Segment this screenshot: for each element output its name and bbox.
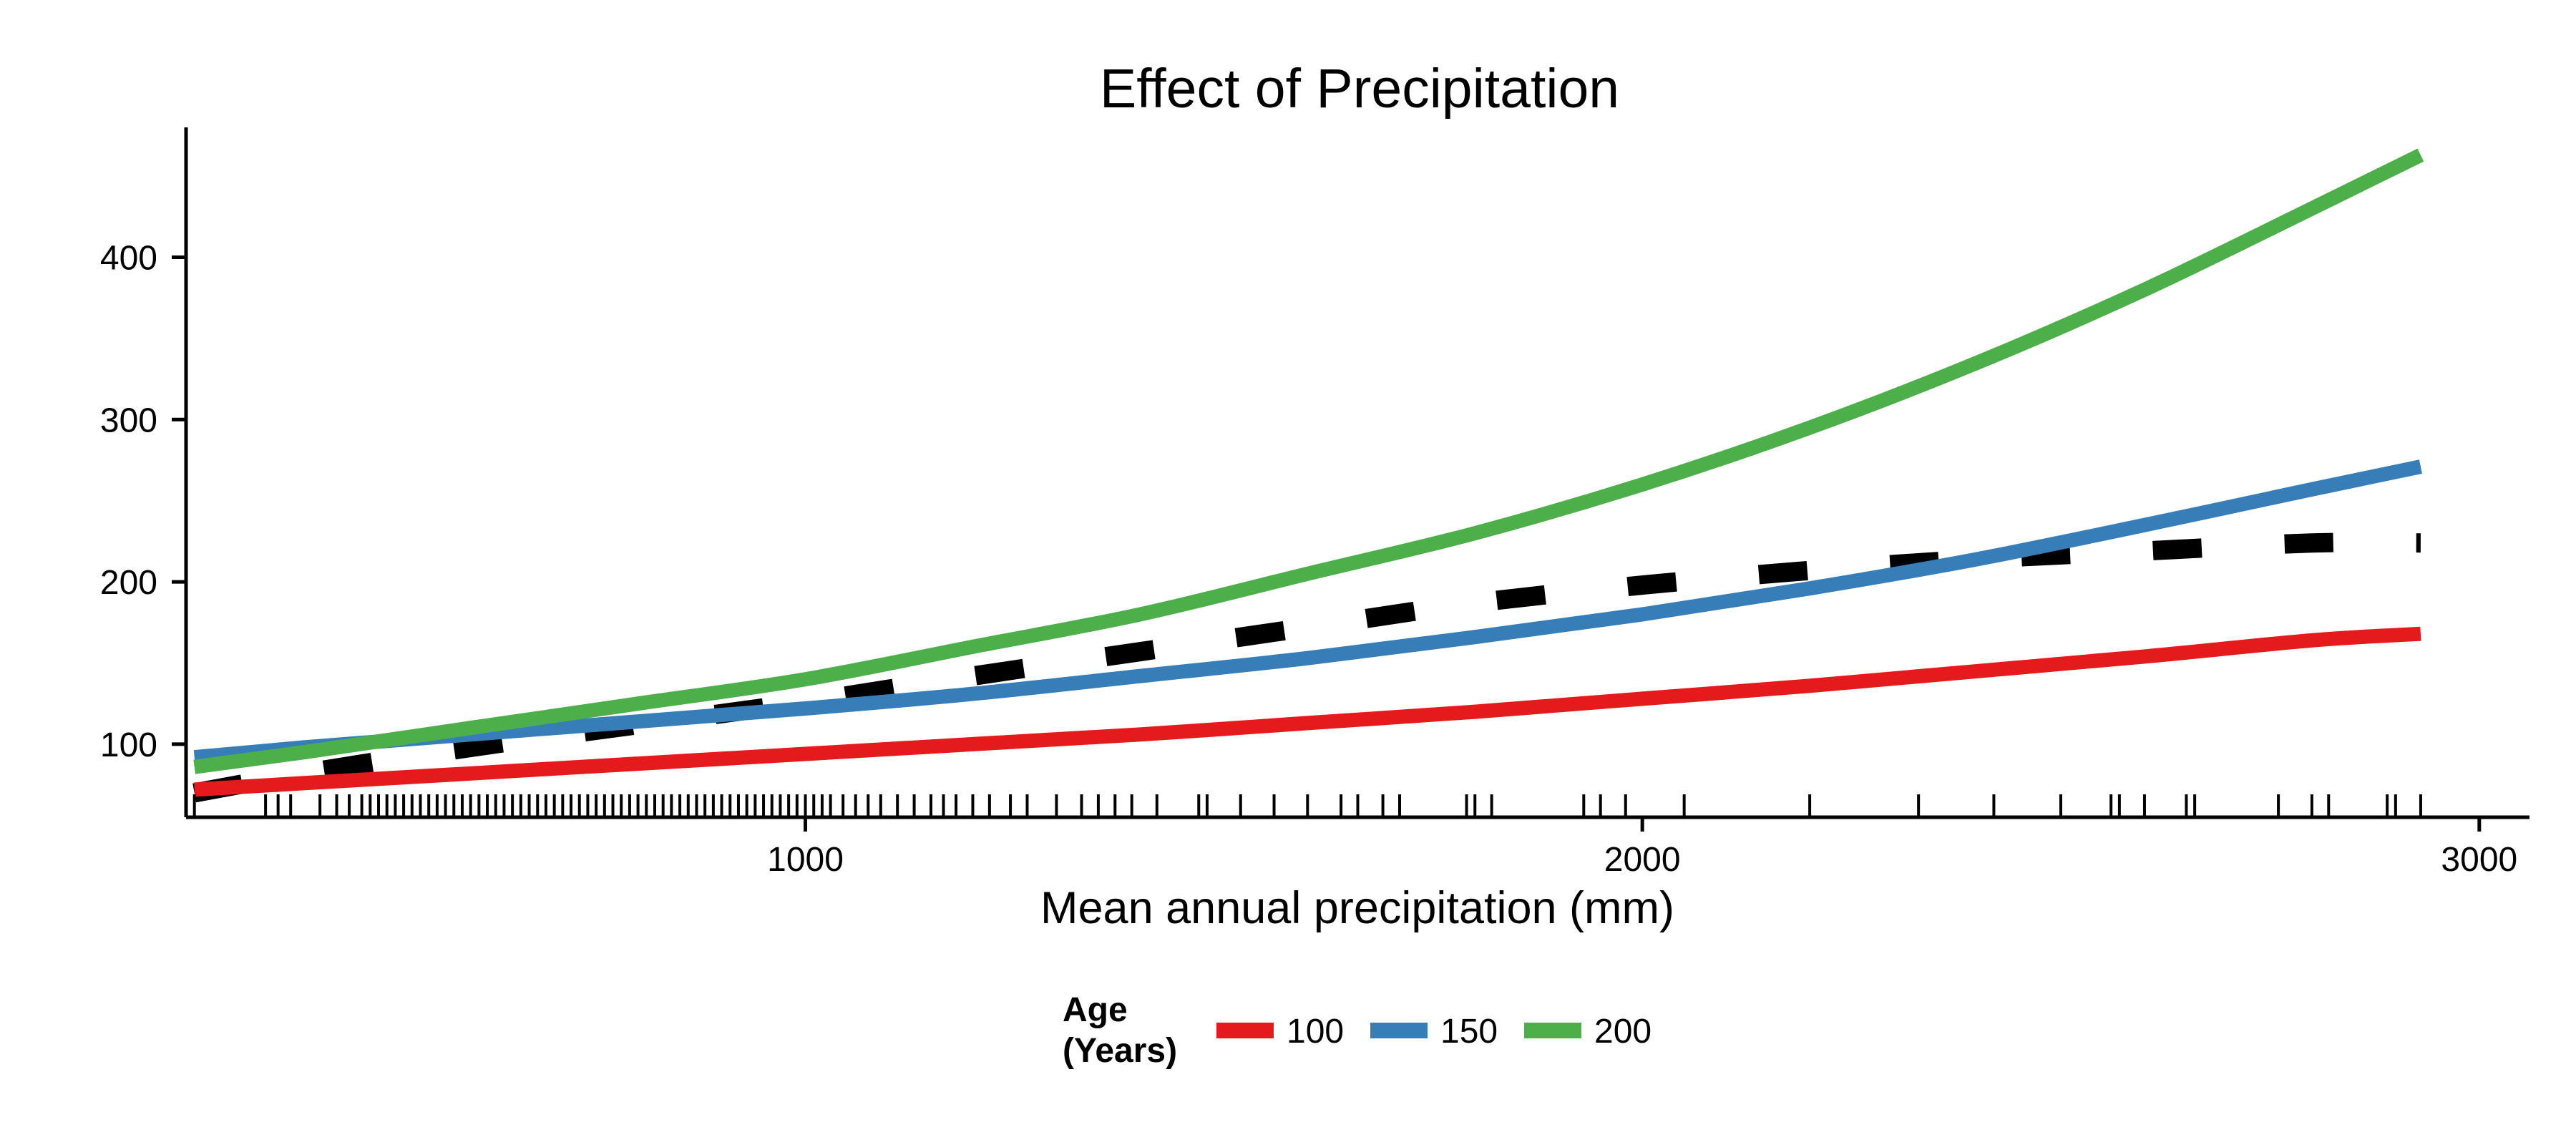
y-tick-label: 100: [100, 726, 157, 764]
y-tick-label: 400: [100, 239, 157, 277]
x-axis-title: Mean annual precipitation (mm): [1040, 883, 1674, 933]
x-axis-ticks: 1000 2000 3000: [767, 817, 2517, 879]
rug-marks: [192, 794, 2422, 816]
chart-title: Effect of Precipitation: [1100, 58, 1619, 120]
x-tick-label: 3000: [2441, 841, 2517, 879]
series-line-150: [193, 459, 2422, 765]
series-line-200: [193, 148, 2424, 774]
legend: Age (Years) 100 150 200: [1063, 991, 1652, 1070]
x-tick-label: 1000: [767, 841, 844, 879]
y-axis-ticks: 100 200 300 400: [100, 239, 186, 764]
legend-label-200: 200: [1594, 1013, 1652, 1051]
series-lines: [192, 148, 2424, 803]
y-tick-label: 300: [100, 401, 157, 439]
legend-title: Age (Years): [1063, 991, 1177, 1070]
series-line-100: [194, 626, 2421, 797]
legend-label-150: 150: [1440, 1013, 1498, 1051]
legend-label-100: 100: [1287, 1013, 1344, 1051]
x-tick-label: 2000: [1604, 841, 1681, 879]
y-tick-label: 200: [100, 564, 157, 602]
